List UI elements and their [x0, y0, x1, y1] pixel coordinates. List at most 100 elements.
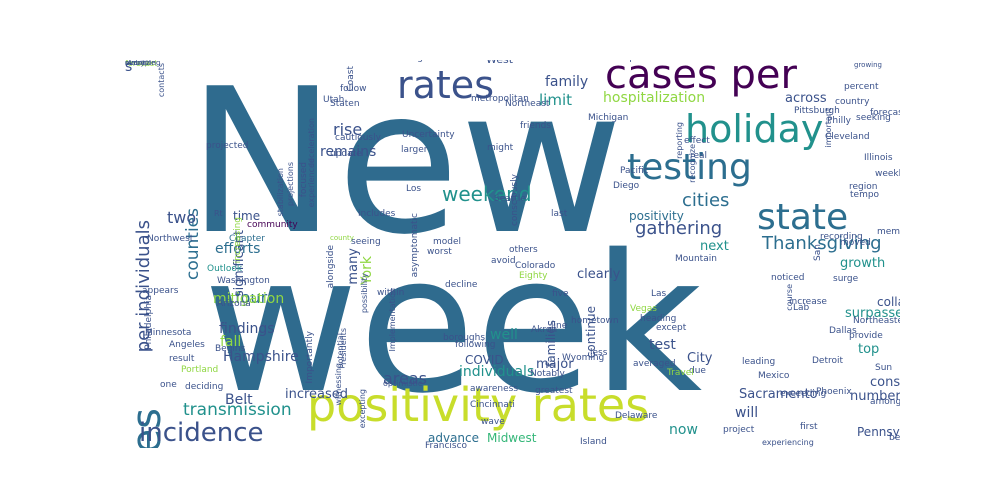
word-heading: heading [640, 314, 677, 324]
word-wave: wave [481, 417, 505, 427]
word-cases-per: cases per [605, 60, 797, 98]
word-northeastern: Northeastern [853, 316, 900, 326]
word-county: county [330, 234, 354, 242]
word-worst: worst [427, 247, 452, 257]
word-top: top [858, 342, 880, 357]
word-less: less [590, 348, 608, 358]
word-individuals: individuals [459, 364, 535, 380]
word-example: example [125, 60, 156, 67]
word-surpassed: surpassed [845, 306, 900, 321]
word-stabilization: stabilization [276, 168, 285, 217]
word-four: four [235, 288, 268, 307]
word-first: first [800, 422, 818, 432]
word-tempo: tempo [850, 190, 880, 200]
word-gathering: gathering [635, 218, 723, 239]
word-pacific: Pacific [620, 166, 649, 176]
word-las: Las [651, 289, 667, 299]
word-metropolitan: metropolitan [471, 94, 529, 104]
word-indianapolis: Indianapolis [596, 60, 650, 63]
word-pennsylvania: Pennsylvania [857, 425, 900, 439]
word-collar: collar [877, 295, 900, 309]
word-travel: Travel [667, 368, 694, 378]
word-deceleration: deceleration [307, 118, 316, 168]
word-members: members [877, 227, 900, 237]
word-recording: recording [820, 232, 863, 242]
word-averaged: averaged [633, 359, 676, 369]
word-thanksgiving: Thanksgiving [762, 233, 882, 254]
word-midwest: Midwest [487, 431, 537, 445]
word-dallas: Dallas [829, 326, 857, 336]
word-hospitalization: hospitalization [603, 90, 706, 106]
word-cincinnati: Cincinnati [470, 400, 515, 410]
word-beyond: beyond [889, 433, 900, 443]
word-notably: Notably [530, 369, 565, 379]
word-model: model [433, 237, 462, 247]
word-within: within [377, 288, 405, 298]
word-projected: projected [206, 141, 249, 151]
word-eighty: Eighty [519, 271, 548, 281]
word-seeking: seeking [856, 113, 891, 123]
word-los: Los [406, 184, 422, 194]
word-lab: Lab [793, 303, 810, 313]
word-incidence: incidence [139, 418, 264, 448]
word-week: week [203, 214, 703, 435]
word-moved: moved [840, 238, 871, 248]
word-washington: Washington [217, 276, 270, 286]
word-positivity-rates: positivity rates [307, 378, 650, 432]
word-number: number [850, 389, 900, 404]
word-project: project [723, 425, 755, 435]
word-projections: projections [286, 162, 295, 207]
word-implementation: Implementation [388, 288, 397, 352]
word-illinois: Illinois [864, 153, 893, 163]
word-course: course [785, 284, 794, 311]
word-follow: follow [340, 84, 367, 94]
word-limit: limit [539, 91, 572, 109]
word-portland: Portland [181, 365, 219, 375]
word-friends: friends [520, 121, 552, 131]
word-areas: areas [383, 369, 428, 388]
word-san: San [813, 244, 823, 261]
word-growing: growing [854, 61, 882, 69]
word-asymptomatic: asymptomatic [410, 213, 420, 278]
word-growth: growth [840, 256, 886, 271]
word-major: major [536, 357, 574, 372]
word-test: test [649, 337, 676, 353]
word-every: every [125, 60, 145, 67]
word-excepting: excepting [358, 389, 367, 429]
word-cities: cities [682, 190, 730, 211]
word-west: West [486, 60, 513, 65]
word-phoenix: Phoenix [816, 387, 852, 397]
word-witnessing: witnessing [334, 363, 343, 406]
word-fall: fall [220, 334, 242, 350]
word-uncertainty: Uncertainty [402, 130, 455, 140]
word-larger: larger [401, 145, 428, 155]
word-detroit: Detroit [812, 356, 844, 366]
word-contacts: contacts [157, 63, 166, 98]
word-might: might [487, 143, 514, 153]
word-transmission: transmission [183, 400, 292, 420]
word-noticed: noticed [771, 273, 805, 283]
word-angeles: Angeles [169, 340, 205, 350]
word-five: five [552, 289, 569, 299]
word-boroughs: boroughs [443, 333, 486, 343]
word-seeing: seeing [351, 237, 381, 247]
word-seattle: Seattle [494, 194, 526, 204]
word-staten: Staten [330, 99, 360, 109]
word-surge: surge [833, 274, 859, 284]
word-recognize: recognize [688, 144, 697, 183]
word-except: except [656, 323, 687, 333]
word-holiday: holiday [685, 107, 824, 151]
word-result: result [169, 354, 195, 364]
word-will: will [735, 405, 759, 421]
word-akron: Akron [531, 325, 558, 335]
word-exceeding: exceeding [780, 389, 827, 399]
word-findings: findings [219, 321, 275, 337]
word-due: due [689, 366, 706, 376]
word-across: across [785, 91, 827, 106]
word-mountain: Mountain [675, 254, 717, 264]
word-mitigation: mitigation [213, 291, 285, 307]
word-island: Island [580, 437, 607, 447]
word-rates: rates [397, 63, 494, 107]
word-weekly: weekly [875, 169, 900, 179]
